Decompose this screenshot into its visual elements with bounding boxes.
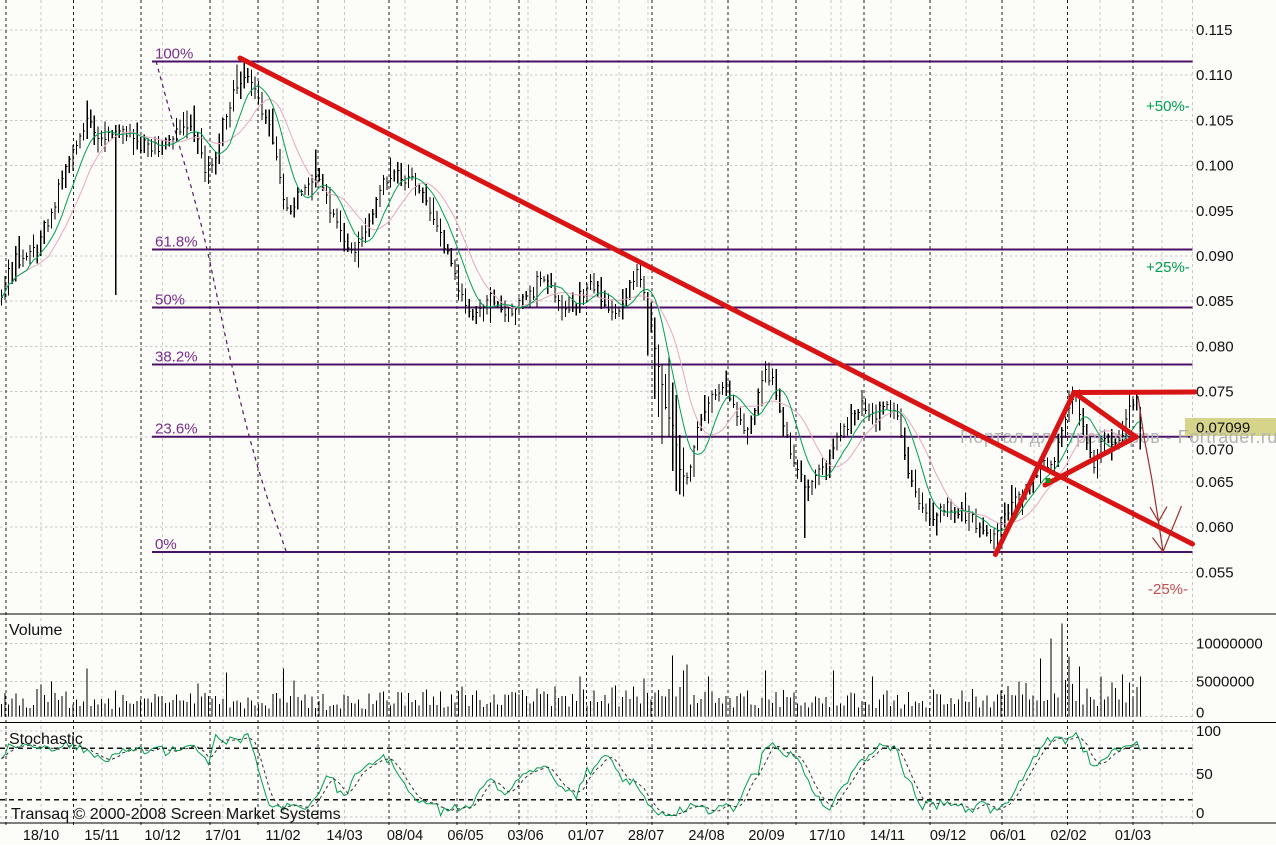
svg-text:0.100: 0.100 [1196, 158, 1234, 175]
svg-text:Stochastic: Stochastic [9, 731, 83, 748]
svg-text:18/10: 18/10 [23, 828, 59, 844]
svg-text:+50%-: +50%- [1146, 98, 1190, 115]
svg-text:100: 100 [1196, 723, 1221, 740]
svg-text:+25%-: +25%- [1146, 259, 1190, 276]
svg-text:10000000: 10000000 [1196, 636, 1263, 653]
svg-text:14/03: 14/03 [326, 828, 362, 844]
svg-text:38.2%: 38.2% [155, 349, 198, 366]
svg-text:0.115: 0.115 [1196, 22, 1232, 39]
svg-text:01/03: 01/03 [1115, 828, 1151, 844]
svg-text:0.095: 0.095 [1196, 203, 1234, 220]
svg-text:Transaq © 2000-2008 Screen Mar: Transaq © 2000-2008 Screen Market System… [11, 806, 341, 823]
svg-text:11/02: 11/02 [265, 828, 300, 844]
svg-text:0.105: 0.105 [1196, 112, 1234, 129]
svg-text:06/01: 06/01 [990, 828, 1026, 844]
svg-text:0: 0 [1196, 805, 1204, 822]
svg-text:06/05: 06/05 [447, 828, 483, 844]
svg-text:0.060: 0.060 [1196, 519, 1234, 536]
svg-text:0.085: 0.085 [1196, 293, 1234, 310]
svg-text:0.065: 0.065 [1196, 474, 1234, 491]
svg-text:50%: 50% [155, 292, 185, 309]
svg-text:0: 0 [1196, 705, 1204, 722]
svg-text:28/07: 28/07 [628, 828, 664, 844]
svg-text:17/01: 17/01 [205, 828, 241, 844]
svg-text:50: 50 [1196, 766, 1213, 783]
svg-text:01/07: 01/07 [568, 828, 604, 844]
svg-text:24/08: 24/08 [688, 828, 724, 844]
svg-text:0.080: 0.080 [1196, 338, 1234, 355]
svg-text:Портал для трейдеров - Fortrad: Портал для трейдеров - Fortrader.ru [960, 427, 1276, 447]
svg-text:09/12: 09/12 [930, 828, 966, 844]
svg-text:08/04: 08/04 [387, 828, 423, 844]
svg-text:02/02: 02/02 [1050, 828, 1086, 844]
svg-text:100%: 100% [155, 46, 193, 63]
svg-text:0.07099: 0.07099 [1196, 420, 1250, 437]
svg-text:0.110: 0.110 [1196, 67, 1232, 84]
svg-text:03/06: 03/06 [507, 828, 543, 844]
svg-text:-25%-: -25%- [1148, 581, 1188, 598]
svg-text:0.070: 0.070 [1196, 441, 1234, 458]
svg-text:5000000: 5000000 [1196, 673, 1254, 690]
svg-text:15/11: 15/11 [84, 828, 119, 844]
svg-text:23.6%: 23.6% [155, 421, 198, 438]
svg-text:20/09: 20/09 [748, 828, 784, 844]
svg-text:0%: 0% [155, 536, 177, 553]
svg-text:Volume: Volume [9, 622, 62, 639]
svg-text:61.8%: 61.8% [155, 234, 198, 251]
svg-text:0.075: 0.075 [1196, 384, 1234, 401]
svg-text:14/11: 14/11 [870, 828, 905, 844]
svg-text:0.055: 0.055 [1196, 564, 1234, 581]
svg-text:0.090: 0.090 [1196, 248, 1234, 265]
svg-text:17/10: 17/10 [809, 828, 845, 844]
svg-text:10/12: 10/12 [144, 828, 180, 844]
